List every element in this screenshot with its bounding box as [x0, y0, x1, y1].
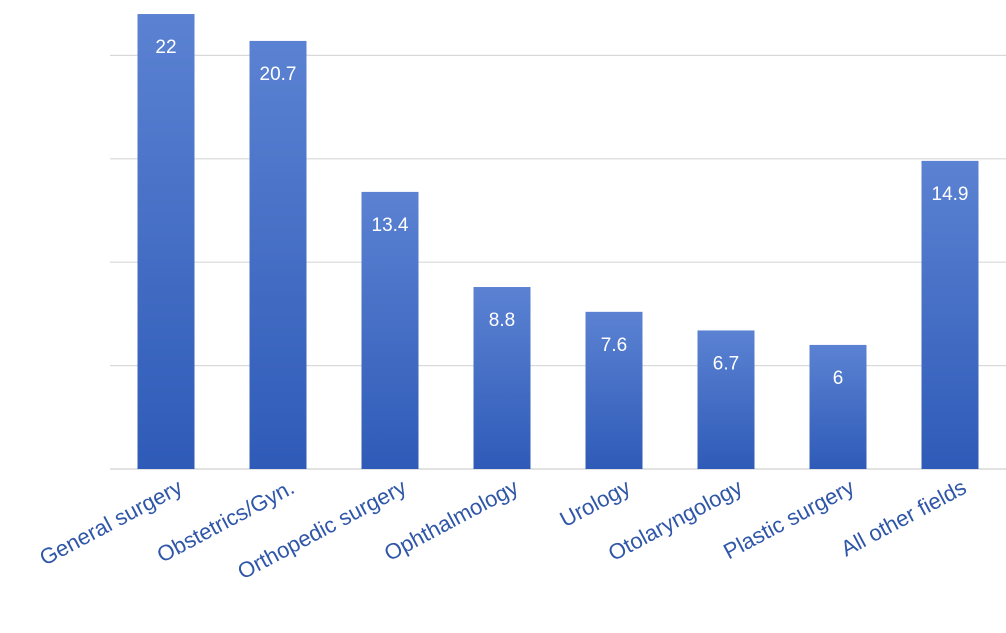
- bar: [809, 344, 867, 469]
- bar-value-label: 8.8: [489, 310, 515, 331]
- gridlines: [110, 54, 1006, 470]
- bars: [137, 14, 979, 470]
- bar-value-label: 20.7: [260, 64, 297, 85]
- bar: [137, 14, 195, 469]
- bar: [249, 40, 307, 469]
- bar-value-label: 6: [833, 368, 844, 389]
- bar: [921, 160, 979, 470]
- bar-value-label: 22: [155, 37, 176, 58]
- bar-value-label: 13.4: [372, 215, 409, 236]
- bar-value-label: 7.6: [601, 335, 627, 356]
- category-label: Urology: [556, 474, 635, 532]
- category-label: All other fields: [837, 474, 971, 561]
- bar: [697, 330, 755, 469]
- value-labels: 22 20.7 13.4 8.8 7.6 6.7 6 14.9: [155, 37, 968, 389]
- bar: [361, 191, 419, 469]
- bar: [585, 311, 643, 469]
- bar: [473, 287, 531, 469]
- bar-value-label: 14.9: [932, 184, 969, 205]
- category-labels: General surgeryObstetrics/Gyn.Orthopedic…: [35, 474, 970, 584]
- bar-value-label: 6.7: [713, 353, 739, 374]
